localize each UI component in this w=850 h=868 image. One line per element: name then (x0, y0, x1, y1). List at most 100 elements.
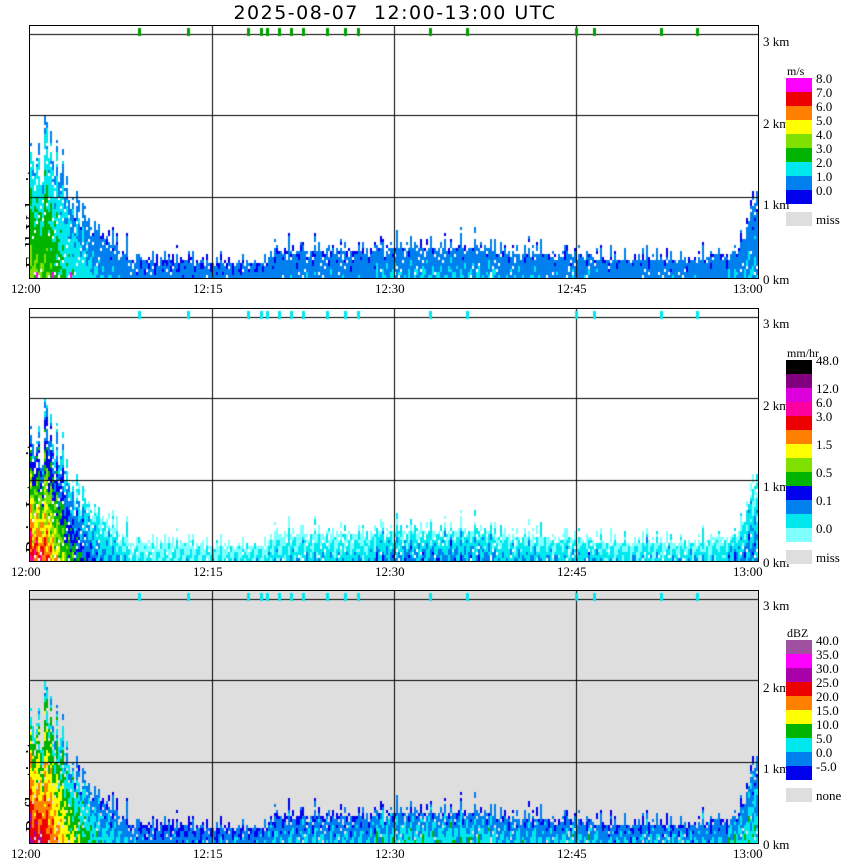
colorbar-band-reflectivity-7 (786, 668, 812, 682)
xtick-1245-p1: 12:45 (557, 281, 587, 296)
colorbar-tick-fall-velocity-1: 1.0 (816, 169, 833, 184)
colorbar-band-reflectivity-2 (786, 738, 812, 752)
ytick-0km-p2: 0 km (763, 555, 790, 570)
colorbar-band-fall-velocity-3 (786, 148, 812, 162)
ytick-0km-p1: 0 km (763, 272, 790, 287)
colorbar-tick-reflectivity-3: 10.0 (816, 717, 839, 732)
colorbar-band-rain-intensity-10 (786, 388, 812, 402)
colorbar-tick-fall-velocity-6: 6.0 (816, 99, 833, 114)
colorbar-tick-fall-velocity-5: 5.0 (816, 113, 833, 128)
colorbar-band-fall-velocity-7 (786, 92, 812, 106)
colorbar-band-rain-intensity-7 (786, 430, 812, 444)
colorbar-band-rain-intensity-11 (786, 374, 812, 388)
colorbar-missing-swatch-fall-velocity (786, 212, 812, 226)
colorbar-band-rain-intensity-9 (786, 402, 812, 416)
colorbar-tick-fall-velocity-7: 7.0 (816, 85, 833, 100)
colorbar-band-fall-velocity-8 (786, 78, 812, 92)
colorbar-tick-rain-intensity-0: 0.0 (816, 521, 833, 536)
colorbar-tick-fall-velocity-8: 8.0 (816, 71, 833, 86)
xtick-1245-p2: 12:45 (557, 564, 587, 579)
colorbar-tick-fall-velocity-2: 2.0 (816, 155, 833, 170)
colorbar-band-rain-intensity-4 (786, 472, 812, 486)
colorbar-band-fall-velocity-6 (786, 106, 812, 120)
colorbar-band-rain-intensity-1 (786, 514, 812, 528)
colorbar-missing-label-reflectivity: none (816, 788, 842, 803)
colorbar-tick-rain-intensity-2: 0.5 (816, 465, 833, 480)
xtick-1230-p1: 12:30 (375, 281, 405, 296)
plot-area-rain-intensity (29, 308, 759, 562)
colorbar-band-reflectivity-9 (786, 640, 812, 654)
colorbar-band-fall-velocity-5 (786, 120, 812, 134)
xtick-1300-p2: 13:00 (733, 564, 763, 579)
colorbar-band-reflectivity-4 (786, 710, 812, 724)
xtick-1215-p1: 12:15 (193, 281, 223, 296)
colorbar-missing-label-fall-velocity: miss (816, 212, 840, 227)
xtick-1215-p2: 12:15 (193, 564, 223, 579)
xtick-1215-p3: 12:15 (193, 846, 223, 861)
colorbar-band-fall-velocity-2 (786, 162, 812, 176)
colorbar-band-fall-velocity-1 (786, 176, 812, 190)
colorbar-band-rain-intensity-3 (786, 486, 812, 500)
colorbar-band-fall-velocity-4 (786, 134, 812, 148)
colorbar-tick-reflectivity-9: 40.0 (816, 633, 839, 648)
colorbar-tick-fall-velocity-4: 4.0 (816, 127, 833, 142)
colorbar-unit-reflectivity: dBZ (787, 626, 809, 640)
ytick-3km-p1: 3 km (763, 34, 790, 49)
colorbar-missing-swatch-reflectivity (786, 788, 812, 802)
ytick-0km-p3: 0 km (763, 837, 790, 852)
colorbar-missing-label-rain-intensity: miss (816, 550, 840, 565)
colorbar-band-rain-intensity-6 (786, 444, 812, 458)
plot-area-reflectivity (29, 590, 759, 844)
colorbar-band-reflectivity-3 (786, 724, 812, 738)
colorbar-tick-rain-intensity-3: 1.5 (816, 437, 833, 452)
ytick-1km-p1: 1 km (763, 197, 790, 212)
xtick-1300-p1: 13:00 (733, 281, 763, 296)
colorbar-band-reflectivity-5 (786, 696, 812, 710)
colorbar-band-reflectivity-6 (786, 682, 812, 696)
colorbar-tick-rain-intensity-1: 0.1 (816, 493, 833, 508)
ytick-2km-p1: 2 km (763, 116, 790, 131)
colorbar-missing-swatch-rain-intensity (786, 550, 812, 564)
colorbar-tick-rain-intensity-4: 3.0 (816, 409, 833, 424)
ytick-3km-p2: 3 km (763, 316, 790, 331)
colorbar-unit-fall-velocity: m/s (787, 64, 805, 78)
ytick-2km-p2: 2 km (763, 398, 790, 413)
colorbar-tick-reflectivity-1: 0.0 (816, 745, 833, 760)
colorbar-tick-reflectivity-2: 5.0 (816, 731, 833, 746)
colorbar-tick-fall-velocity-0: 0.0 (816, 183, 833, 198)
colorbar-tick-fall-velocity-3: 3.0 (816, 141, 833, 156)
colorbar-tick-reflectivity-5: 20.0 (816, 689, 839, 704)
colorbar-tick-reflectivity-7: 30.0 (816, 661, 839, 676)
xtick-1230-p2: 12:30 (375, 564, 405, 579)
colorbar-band-rain-intensity-12 (786, 360, 812, 374)
ytick-1km-p2: 1 km (763, 479, 790, 494)
xtick-1300-p3: 13:00 (733, 846, 763, 861)
ytick-2km-p3: 2 km (763, 680, 790, 695)
colorbar-band-reflectivity-0 (786, 766, 812, 780)
colorbar-tick-rain-intensity-6: 12.0 (816, 381, 839, 396)
xtick-1230-p3: 12:30 (375, 846, 405, 861)
xtick-1245-p3: 12:45 (557, 846, 587, 861)
colorbar-band-rain-intensity-0 (786, 528, 812, 542)
xtick-1200-p1: 12:00 (11, 281, 41, 296)
colorbar-tick-reflectivity-8: 35.0 (816, 647, 839, 662)
plot-area-fall-velocity (29, 25, 759, 279)
colorbar-unit-rain-intensity: mm/hr (787, 346, 819, 360)
colorbar-tick-rain-intensity-5: 6.0 (816, 395, 833, 410)
xtick-1200-p2: 12:00 (11, 564, 41, 579)
colorbar-band-reflectivity-8 (786, 654, 812, 668)
colorbar-band-rain-intensity-8 (786, 416, 812, 430)
colorbar-band-fall-velocity-0 (786, 190, 812, 204)
xtick-1200-p3: 12:00 (11, 846, 41, 861)
colorbar-tick-rain-intensity-7: 48.0 (816, 353, 839, 368)
colorbar-tick-reflectivity-6: 25.0 (816, 675, 839, 690)
colorbar-band-reflectivity-1 (786, 752, 812, 766)
page-title: 2025-08-07 12:00-13:00 UTC (233, 2, 557, 24)
ytick-1km-p3: 1 km (763, 761, 790, 776)
colorbar-band-rain-intensity-5 (786, 458, 812, 472)
colorbar-tick-reflectivity-0: -5.0 (816, 759, 837, 774)
colorbar-band-rain-intensity-2 (786, 500, 812, 514)
ytick-3km-p3: 3 km (763, 598, 790, 613)
colorbar-tick-reflectivity-4: 15.0 (816, 703, 839, 718)
